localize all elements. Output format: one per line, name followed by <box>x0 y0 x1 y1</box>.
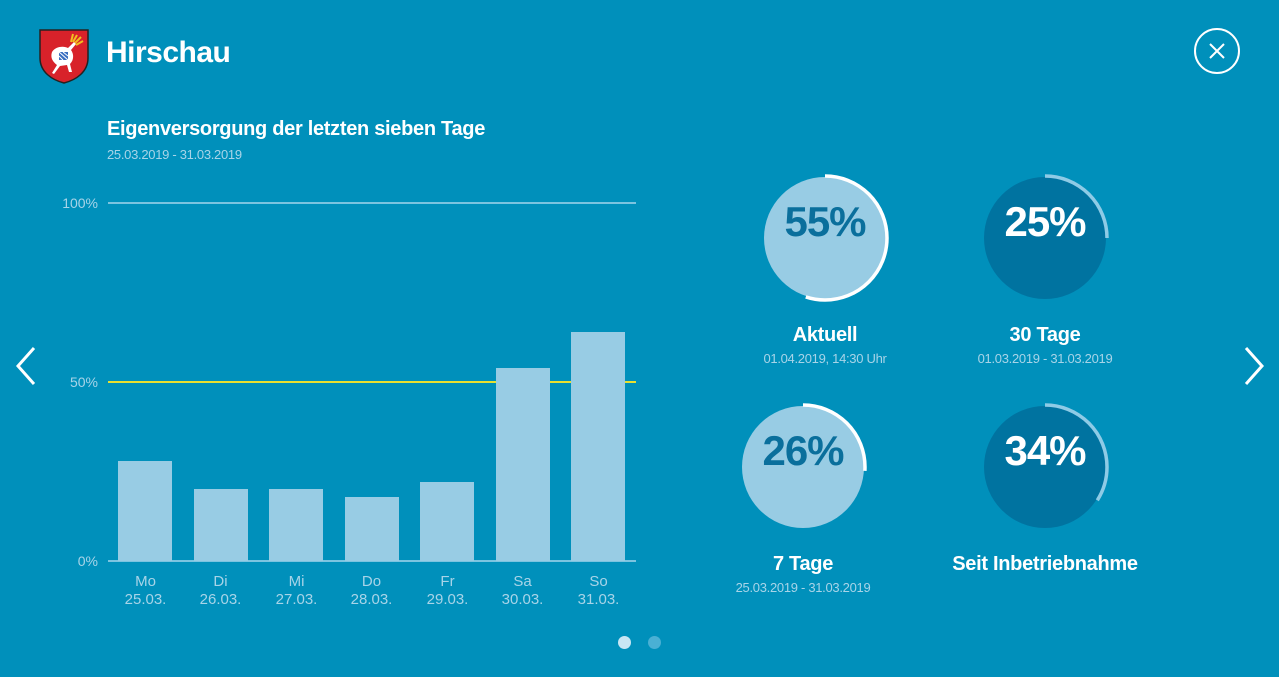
x-label-date: 27.03. <box>275 591 318 608</box>
bar-mi <box>269 489 323 561</box>
x-label-day: Mi <box>288 573 305 590</box>
progress-ring-icon <box>761 174 889 302</box>
x-axis-line <box>108 560 636 562</box>
chart-subtitle: 25.03.2019 - 31.03.2019 <box>107 147 242 162</box>
x-label-date: 29.03. <box>426 591 469 608</box>
bar-di <box>194 489 248 561</box>
progress-ring-icon <box>981 403 1109 531</box>
stat-value: 26% <box>762 427 844 474</box>
x-label: Di 26.03. <box>183 573 258 609</box>
bar-mo <box>118 461 172 561</box>
x-label: Fr 29.03. <box>410 573 485 609</box>
stat-label: 30 Tage <box>1009 324 1081 346</box>
close-button[interactable] <box>1194 28 1240 74</box>
stat-label: 7 Tage <box>772 553 834 575</box>
y-tick-50: 50% <box>69 374 98 390</box>
x-label-day: Do <box>361 573 382 590</box>
x-label: So 31.03. <box>561 573 636 609</box>
prev-button[interactable] <box>8 340 44 392</box>
chart-title: Eigenversorgung der letzten sieben Tage <box>107 118 486 140</box>
x-label-day: Di <box>213 573 228 590</box>
next-button[interactable] <box>1236 340 1272 392</box>
x-label: Sa 30.03. <box>485 573 560 609</box>
y-tick-100: 100% <box>62 195 98 211</box>
stat-value: 34% <box>1004 427 1086 474</box>
stat-circle-4 <box>975 397 1115 537</box>
progress-ring-icon <box>981 174 1109 302</box>
stat-subtitle: 01.03.2019 - 31.03.2019 <box>977 351 1113 366</box>
bar-do <box>345 497 399 561</box>
x-label-date: 26.03. <box>199 591 242 608</box>
stat-value: 25% <box>1004 198 1086 245</box>
x-label-date: 31.03. <box>577 591 620 608</box>
stat-circle-2 <box>975 168 1115 308</box>
coat-of-arms-icon <box>38 28 90 84</box>
page-dot-2[interactable] <box>648 636 661 649</box>
page-dot-1-active[interactable] <box>618 636 631 649</box>
x-label-day: Mo <box>135 573 156 590</box>
x-label: Mi 27.03. <box>259 573 334 609</box>
bar-fr <box>420 482 474 561</box>
gridline-100 <box>108 202 636 204</box>
chevron-left-icon <box>15 347 36 385</box>
x-label: Do 28.03. <box>334 573 409 609</box>
x-label-day: Fr <box>440 573 455 590</box>
x-label-day: Sa <box>513 573 532 590</box>
close-icon <box>1209 43 1225 59</box>
reference-line-50 <box>108 381 636 383</box>
progress-ring-icon <box>739 403 867 531</box>
bar-so <box>571 332 625 561</box>
x-label: Mo 25.03. <box>108 573 183 609</box>
stat-subtitle: 25.03.2019 - 31.03.2019 <box>735 580 871 595</box>
chevron-right-icon <box>1244 347 1265 385</box>
x-label-date: 30.03. <box>501 591 544 608</box>
stat-label: Aktuell <box>792 324 858 346</box>
stat-value: 55% <box>784 198 866 245</box>
page-title: Hirschau <box>106 36 231 69</box>
stat-label: Seit Inbetriebnahme <box>952 553 1138 575</box>
stat-circle-3 <box>733 397 873 537</box>
bar-sa <box>496 368 550 561</box>
stat-subtitle: 01.04.2019, 14:30 Uhr <box>763 351 887 366</box>
x-label-date: 28.03. <box>350 591 393 608</box>
y-tick-0: 0% <box>77 553 98 569</box>
stat-circle-1 <box>755 168 895 308</box>
x-label-date: 25.03. <box>124 591 167 608</box>
x-label-day: So <box>589 573 608 590</box>
